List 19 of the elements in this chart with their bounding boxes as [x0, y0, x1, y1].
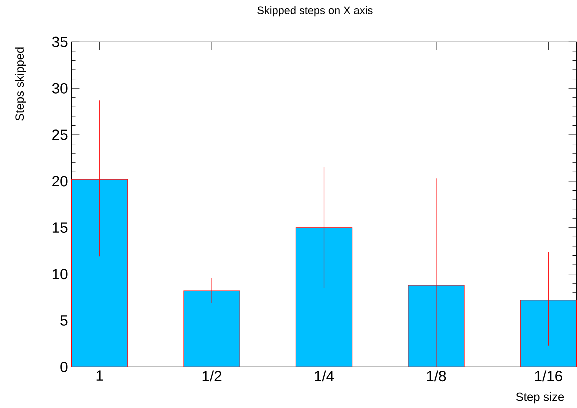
y-tick-label: 15 [52, 222, 68, 234]
x-tick-label: 1/16 [535, 370, 562, 382]
y-tick-label: 35 [52, 36, 68, 48]
y-tick-label: 0 [60, 362, 68, 372]
x-tick-label: 1/8 [427, 370, 446, 382]
y-tick-label: 5 [60, 316, 68, 326]
x-tick-label: 1 [96, 370, 104, 381]
bar [72, 179, 128, 368]
y-tick-label: 10 [52, 269, 68, 280]
y-tick-label: 25 [52, 130, 68, 140]
x-tick-label: 1/2 [202, 370, 222, 382]
chart-title: Skipped steps on X axis [258, 6, 373, 17]
y-axis-title: Steps skipped [15, 48, 26, 121]
y-tick-label: 30 [52, 83, 68, 94]
x-axis-title: Step size [516, 392, 564, 404]
x-tick-label: 1/4 [315, 370, 334, 382]
bar [184, 290, 240, 368]
bar [296, 228, 353, 368]
y-tick-label: 20 [52, 176, 68, 187]
